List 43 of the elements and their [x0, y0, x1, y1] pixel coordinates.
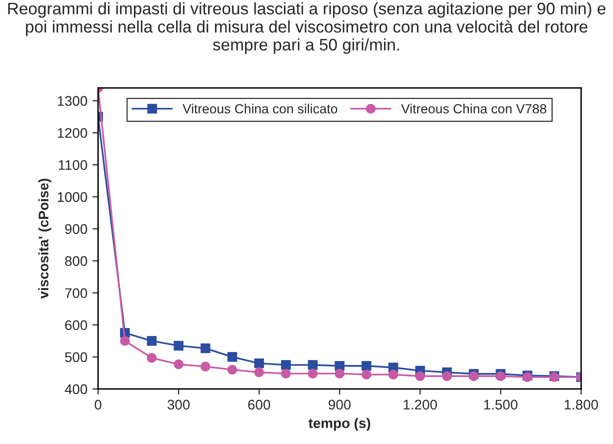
- x-tick-label: 900: [328, 400, 351, 410]
- point: [308, 368, 318, 378]
- point: [308, 360, 318, 370]
- x-tick-label: 1.500: [484, 400, 518, 410]
- point: [254, 358, 264, 368]
- x-tick-label: 600: [248, 400, 270, 410]
- y-tick-label: 600: [65, 320, 88, 330]
- y-tick-label: 900: [65, 224, 88, 234]
- x-tick-label: 1.200: [404, 400, 437, 410]
- point: [200, 362, 210, 372]
- chart-title: Reogrammi di impasti di vitreous lasciati a riposo (senza agitazione per 90 min) e poi immessi nella cella di misura del viscosimetro con una velocità del rotore sempre pari a 50 giri/min.: [8, 2, 606, 54]
- y-tick-label: 500: [65, 352, 88, 362]
- y-tick-label: 400: [64, 384, 88, 394]
- point: [120, 336, 130, 346]
- point: [227, 364, 238, 375]
- point: [281, 360, 291, 370]
- point: [362, 361, 372, 371]
- point: [388, 370, 398, 380]
- point: [281, 368, 291, 378]
- point: [254, 367, 264, 378]
- point: [174, 359, 184, 370]
- point: [334, 368, 344, 378]
- point: [146, 353, 157, 363]
- y-tick-label: 1300: [58, 96, 88, 106]
- x-tick-label: 0: [94, 400, 102, 410]
- y-tick-label: 1100: [58, 160, 88, 170]
- point: [227, 352, 238, 362]
- point: [442, 371, 452, 381]
- point: [146, 336, 157, 346]
- x-tick-label: 300: [168, 400, 190, 410]
- y-tick-label: 800: [65, 256, 88, 266]
- y-tick-label: 1200: [58, 128, 88, 138]
- legend-label: Vitreous China con V788: [401, 104, 546, 114]
- point: [362, 370, 372, 380]
- point: [415, 371, 425, 381]
- x-axis-title: tempo (s): [308, 418, 370, 431]
- y-axis-title: viscosita' (cPoise): [38, 178, 52, 299]
- point: [174, 340, 184, 351]
- point: [200, 343, 210, 354]
- y-tick-label: 700: [65, 288, 88, 298]
- x-tick-label: 1.800: [564, 400, 598, 410]
- y-tick-label: 1000: [58, 192, 88, 202]
- legend-label: Vitreous China con silicato: [182, 104, 338, 114]
